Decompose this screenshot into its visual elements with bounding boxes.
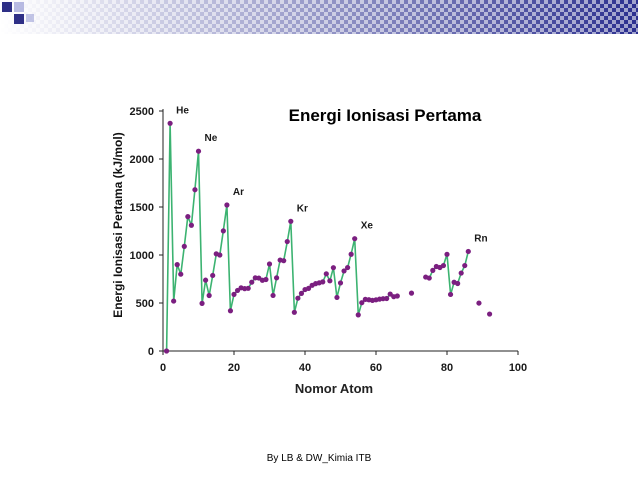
data-point (337, 280, 344, 286)
y-tick-label: 500 (136, 298, 154, 310)
footer-credit: By LB & DW_Kimia ITB (266, 453, 372, 464)
data-point (323, 271, 329, 277)
y-tick-label: 1500 (130, 202, 154, 214)
data-point (291, 309, 297, 315)
y-tick-label: 1000 (130, 250, 154, 262)
y-tick-label: 2500 (130, 106, 154, 118)
data-point (270, 292, 276, 299)
data-point (447, 291, 454, 298)
data-point (281, 258, 287, 264)
data-point (440, 262, 447, 269)
data-point (181, 243, 187, 249)
data-point (192, 187, 198, 193)
element-annotation: Kr (297, 203, 308, 214)
data-point (188, 222, 194, 228)
data-point (444, 251, 450, 257)
element-annotation: Ne (205, 133, 218, 144)
data-point (408, 290, 415, 296)
data-point (206, 292, 212, 299)
data-point (263, 276, 269, 283)
data-point (384, 295, 390, 302)
data-point (426, 275, 432, 281)
slide-header-band (0, 0, 638, 34)
data-point (203, 277, 209, 283)
data-point (465, 248, 471, 255)
data-point (462, 262, 468, 269)
data-point (394, 293, 400, 299)
data-point (355, 312, 361, 318)
data-point (352, 236, 358, 242)
y-axis-label: Energi Ionisasi Pertama (kJ/mol) (111, 132, 125, 317)
data-point (298, 290, 305, 296)
data-point (178, 271, 184, 277)
data-point (249, 279, 255, 285)
element-annotation: Ar (233, 187, 244, 198)
data-point (305, 285, 312, 292)
data-point (295, 295, 301, 301)
x-tick-label: 60 (370, 362, 382, 374)
data-point (348, 251, 354, 257)
data-point (224, 202, 230, 208)
x-axis-label: Nomor Atom (295, 381, 373, 396)
data-point (185, 214, 191, 220)
x-tick-label: 100 (509, 362, 527, 374)
chart-title: Energi Ionisasi Pertama (289, 106, 482, 125)
chart-series-points (163, 120, 493, 354)
x-tick-label: 40 (299, 362, 311, 374)
data-point (341, 268, 347, 274)
element-annotation: Xe (361, 221, 374, 232)
chart-annotations: He Ne Ar Kr Xe Rn (176, 105, 488, 244)
data-point (195, 148, 202, 154)
x-tick-label: 0 (160, 362, 166, 374)
data-point (227, 308, 234, 314)
element-annotation: Rn (474, 233, 487, 244)
data-point (163, 348, 170, 354)
chart-title-box: Energi Ionisasi Pertama (257, 101, 512, 128)
data-point (171, 298, 177, 304)
data-point (245, 285, 251, 291)
data-point (359, 300, 365, 306)
header-gradient-stripes (0, 0, 638, 34)
plot-background (95, 78, 540, 395)
data-point (174, 262, 180, 268)
data-point (288, 218, 294, 224)
y-tick-label: 0 (148, 346, 154, 358)
data-point (274, 275, 280, 281)
data-point (220, 228, 226, 234)
data-point (476, 300, 482, 306)
data-point (334, 294, 340, 301)
data-point (487, 311, 493, 317)
x-tick-label: 20 (228, 362, 240, 374)
data-point (210, 272, 216, 279)
decorative-squares-icon (2, 2, 34, 24)
data-point (458, 270, 464, 276)
data-point (217, 252, 223, 258)
data-point (455, 280, 461, 287)
element-annotation: He (176, 105, 189, 116)
data-point (320, 279, 326, 285)
data-point (345, 264, 351, 271)
data-point (231, 291, 237, 297)
data-point (266, 261, 273, 267)
x-tick-label: 80 (441, 362, 453, 374)
data-point (167, 120, 173, 126)
data-point (327, 278, 333, 284)
data-point (330, 265, 336, 271)
y-tick-label: 2000 (130, 154, 154, 166)
data-point (199, 300, 205, 306)
data-point (430, 267, 436, 273)
data-point (284, 238, 290, 245)
